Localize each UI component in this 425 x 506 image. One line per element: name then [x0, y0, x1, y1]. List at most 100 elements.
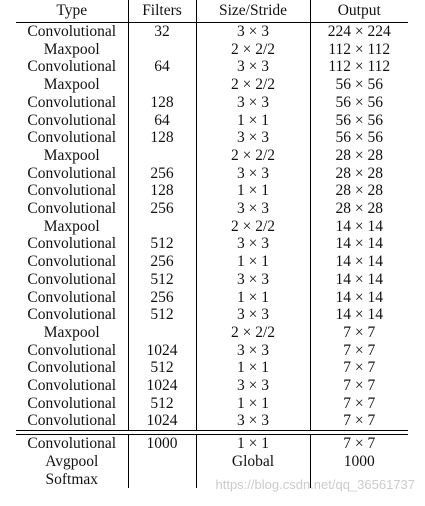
cell-size-stride: 2 × 2/2 [196, 76, 311, 94]
cell-size-stride: 3 × 3 [196, 129, 311, 147]
cell-output: 7 × 7 [310, 434, 408, 453]
cell-output: 28 × 28 [335, 182, 384, 200]
cell-filters: 256 [128, 164, 197, 183]
table-row: Convolutional 512 3 × 3 14 × 14 [16, 306, 408, 324]
cell-output: 56 × 56 [335, 111, 384, 129]
cell-type: Convolutional [16, 359, 129, 378]
cell-filters: 512 [128, 306, 197, 324]
cell-size-stride: 3 × 3 [196, 377, 311, 395]
cell-filters: 512 [128, 270, 197, 289]
cell-filters: 1024 [128, 341, 197, 360]
cell-type: Convolutional [16, 341, 129, 360]
cell-type: Convolutional [16, 182, 129, 201]
cell-size-stride: 2 × 2/2 [196, 217, 311, 236]
cell-size-stride: 3 × 3 [196, 235, 311, 254]
cell-filters: 512 [128, 359, 197, 378]
cell-filters: 256 [128, 253, 197, 271]
cell-type: Convolutional [16, 270, 129, 289]
cell-type: Maxpool [16, 217, 129, 236]
cell-size-stride: 2 × 2/2 [196, 146, 311, 165]
table-row: Convolutional 64 1 × 1 56 × 56 [16, 111, 408, 130]
cell-output: 14 × 14 [335, 217, 384, 235]
cell-type: Avgpool [16, 452, 129, 471]
cell-filters [128, 76, 197, 94]
cell-type: Convolutional [16, 434, 129, 453]
cell-size-stride: 3 × 3 [196, 58, 311, 77]
cell-size-stride: 1 × 1 [196, 253, 311, 271]
header-type: Type [16, 0, 129, 23]
cell-filters: 1000 [128, 434, 197, 453]
cell-size-stride: 1 × 1 [196, 182, 311, 201]
cell-filters: 1024 [128, 377, 197, 395]
cell-output: 56 × 56 [335, 76, 384, 94]
cell-type: Convolutional [16, 412, 129, 431]
table-row: Avgpool Global 1000 [16, 452, 408, 471]
cell-type: Convolutional [16, 394, 129, 413]
cell-filters: 256 [128, 200, 197, 218]
cell-output: 14 × 14 [335, 253, 384, 271]
cell-type: Convolutional [16, 253, 129, 271]
separator-cell [128, 430, 196, 435]
table-row: Convolutional 128 1 × 1 28 × 28 [16, 182, 408, 201]
cell-filters: 128 [128, 182, 197, 201]
table-row: Convolutional 256 3 × 3 28 × 28 [16, 164, 408, 183]
table-row: Convolutional 1024 3 × 3 7 × 7 [16, 412, 408, 431]
cell-filters [128, 146, 197, 165]
cell-filters: 1024 [128, 412, 197, 431]
cell-type: Maxpool [16, 76, 129, 94]
cell-output: 224 × 224 [327, 23, 391, 40]
header-output: Output [310, 0, 408, 23]
cell-filters [128, 452, 197, 471]
separator-cell [310, 430, 408, 435]
cell-output: 7 × 7 [343, 412, 376, 430]
table-row: Convolutional 512 1 × 1 7 × 7 [16, 359, 408, 378]
header-row: Type Filters Size/Stride Output [16, 0, 408, 23]
cell-size-stride: 1 × 1 [196, 394, 311, 413]
table-container: Type Filters Size/Stride Output Convolut… [16, 0, 408, 489]
table-row: Convolutional 256 3 × 3 28 × 28 [16, 200, 408, 218]
cell-filters [128, 217, 197, 236]
cell-filters: 128 [128, 93, 197, 112]
cell-type: Maxpool [16, 323, 129, 342]
cell-output: 112 × 112 [328, 40, 391, 58]
table-row: Maxpool 2 × 2/2 28 × 28 [16, 146, 408, 165]
cell-type: Convolutional [16, 111, 129, 130]
cell-output: 7 × 7 [343, 323, 376, 341]
cell-type: Convolutional [16, 164, 129, 183]
cell-filters: 128 [128, 129, 197, 147]
cell-output: 7 × 7 [343, 359, 376, 377]
separator-cell [196, 430, 310, 435]
cell-filters [128, 323, 197, 342]
cell-type: Convolutional [16, 58, 129, 77]
table-row: Convolutional 256 1 × 1 14 × 14 [16, 253, 408, 271]
table-row: Maxpool 2 × 2/2 112 × 112 [16, 40, 408, 59]
table-row: Softmax [16, 470, 408, 489]
cell-type: Convolutional [16, 306, 129, 324]
cell-type: Convolutional [16, 93, 129, 112]
cell-type: Softmax [16, 470, 129, 489]
table-row: Convolutional 1024 3 × 3 7 × 7 [16, 377, 408, 395]
header-size-stride: Size/Stride [196, 0, 311, 23]
table-row: Maxpool 2 × 2/2 7 × 7 [16, 323, 408, 342]
cell-filters: 256 [128, 288, 197, 307]
cell-type: Convolutional [16, 200, 129, 218]
cell-size-stride: 3 × 3 [196, 270, 311, 289]
table-row: Convolutional 256 1 × 1 14 × 14 [16, 288, 408, 307]
cell-size-stride: 1 × 1 [196, 359, 311, 378]
table-row: Maxpool 2 × 2/2 56 × 56 [16, 76, 408, 94]
cell-output: 28 × 28 [335, 200, 384, 218]
cell-filters [128, 470, 197, 489]
cell-output: 14 × 14 [335, 270, 384, 288]
cell-output: 14 × 14 [335, 235, 384, 253]
cell-filters: 64 [128, 58, 197, 77]
cell-filters: 512 [128, 394, 197, 413]
cell-type: Convolutional [16, 377, 129, 395]
cell-type: Convolutional [16, 22, 129, 41]
cell-filters: 512 [128, 235, 197, 254]
table-row: Convolutional 32 3 × 3 224 × 224 [16, 22, 408, 41]
cell-type: Maxpool [16, 146, 129, 165]
cell-type: Convolutional [16, 288, 129, 307]
cell-type: Convolutional [16, 235, 129, 254]
cell-output: 112 × 112 [328, 58, 391, 76]
